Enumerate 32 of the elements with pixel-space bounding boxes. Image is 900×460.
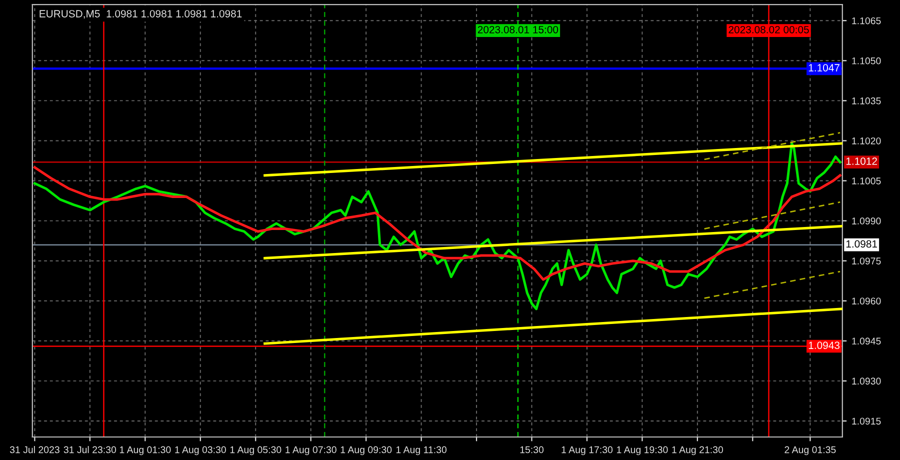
x-tick-label: 1 Aug 17:30: [562, 446, 613, 456]
x-tick-label: 1 Aug 11:30: [396, 446, 447, 456]
y-tick-label: 1.0960: [852, 298, 881, 304]
y-tick-label: 1.1050: [852, 57, 881, 64]
ref-line-label: 2023.08.01 15:00: [478, 26, 558, 34]
ref-line-label: 1.1012: [846, 158, 877, 165]
x-tick-label: 1 Aug 05:30: [230, 446, 282, 456]
ref-line-label: 1.0981: [846, 240, 877, 248]
y-tick-label: 1.0945: [852, 338, 881, 345]
x-tick-label: 1 Aug 07:30: [286, 446, 336, 456]
x-tick-label: 1 Aug 19:30: [616, 446, 668, 456]
y-tick-label: 1.1020: [852, 137, 881, 144]
ref-line-label: 1.0943: [808, 342, 840, 350]
y-tick-label: 1.0990: [852, 218, 881, 224]
x-tick-label: 31 Jul 23:30: [64, 446, 116, 454]
y-tick-label: 1.1005: [852, 177, 881, 184]
chart-title: EURUSD,M5 1.0981 1.0981 1.0981 1.0981: [40, 10, 242, 19]
y-tick-label: 1.0930: [852, 378, 881, 385]
y-tick-label: 1.0975: [852, 258, 881, 264]
x-tick-label: 31 Jul 2023: [10, 446, 60, 454]
x-tick-label: 1 Aug 21:30: [672, 446, 723, 456]
x-tick-label: 1 Aug 09:30: [340, 446, 392, 456]
x-tick-label: 1 Aug 03:30: [175, 446, 226, 456]
line-series: [33, 166, 842, 281]
y-tick-label: 1.1065: [852, 17, 881, 24]
x-tick-label: 1 Aug 01:30: [120, 446, 171, 456]
x-tick-label: 2 Aug 01:35: [784, 446, 836, 456]
y-tick-label: 1.1035: [852, 97, 881, 104]
ref-line-label: 2023.08.02 00:05: [728, 26, 809, 34]
ref-line-label: 1.1047: [808, 64, 840, 72]
y-tick-label: 1.0915: [852, 418, 881, 425]
x-tick-label: 15:30: [520, 446, 544, 454]
